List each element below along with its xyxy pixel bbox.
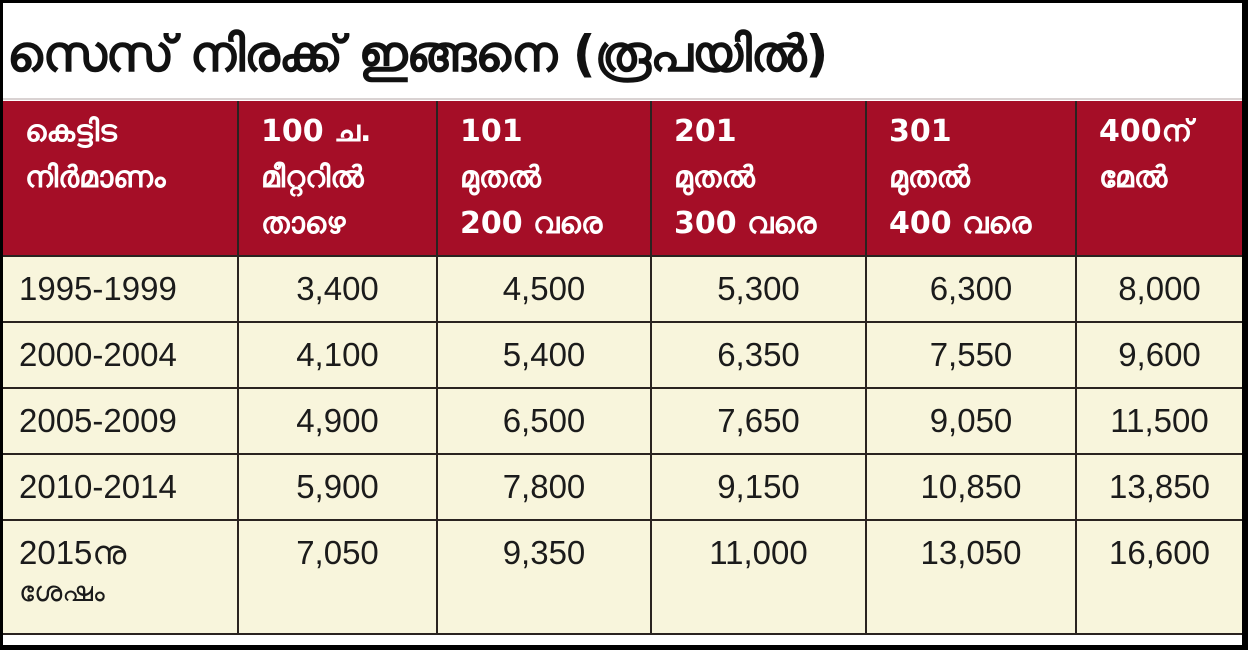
value-cell: 3,400: [237, 255, 438, 323]
table-row: 2005-2009 4,900 6,500 7,650 9,050 11,500: [3, 387, 1242, 455]
header-201-300: 201 മുതൽ 300 വരെ: [650, 101, 867, 257]
value-cell: 11,000: [650, 519, 867, 635]
value-cell: 8,000: [1075, 255, 1242, 323]
value-cell: 9,600: [1075, 321, 1242, 389]
value-cell: 6,300: [865, 255, 1077, 323]
value-cell: 4,500: [436, 255, 652, 323]
period-cell: 2005-2009: [3, 387, 239, 455]
value-cell: 9,050: [865, 387, 1077, 455]
value-cell: 7,800: [436, 453, 652, 521]
header-building-construction: കെട്ടിട നിർമാണം: [3, 101, 239, 257]
page-title: സെസ് നിരക്ക് ഇങ്ങനെ (രൂപയിൽ): [7, 25, 828, 83]
value-cell: 7,050: [237, 519, 438, 635]
value-cell: 9,150: [650, 453, 867, 521]
value-cell: 7,550: [865, 321, 1077, 389]
value-cell: 5,900: [237, 453, 438, 521]
value-cell: 7,650: [650, 387, 867, 455]
period-cell: 2000-2004: [3, 321, 239, 389]
value-cell: 4,900: [237, 387, 438, 455]
value-cell: 5,400: [436, 321, 652, 389]
value-cell: 9,350: [436, 519, 652, 635]
period-cell: 2010-2014: [3, 453, 239, 521]
header-301-400: 301 മുതൽ 400 വരെ: [865, 101, 1077, 257]
value-cell: 11,500: [1075, 387, 1242, 455]
table-row: 2015നു ശേഷം 7,050 9,350 11,000 13,050 16…: [3, 519, 1242, 635]
header-above-400: 400ന് മേൽ: [1075, 101, 1242, 257]
infographic-frame: സെസ് നിരക്ക് ഇങ്ങനെ (രൂപയിൽ) കെട്ടിട നിർ…: [3, 3, 1242, 645]
period-cell: 2015നു ശേഷം: [3, 519, 239, 635]
cess-rate-table: കെട്ടിട നിർമാണം 100 ച. മീറ്ററിൽ താഴെ 101…: [3, 101, 1242, 635]
value-cell: 6,500: [436, 387, 652, 455]
table-row: 2000-2004 4,100 5,400 6,350 7,550 9,600: [3, 321, 1242, 389]
value-cell: 16,600: [1075, 519, 1242, 635]
header-101-200: 101 മുതൽ 200 വരെ: [436, 101, 652, 257]
title-divider: [3, 98, 1242, 100]
table-header-row: കെട്ടിട നിർമാണം 100 ച. മീറ്ററിൽ താഴെ 101…: [3, 101, 1242, 257]
value-cell: 13,850: [1075, 453, 1242, 521]
value-cell: 4,100: [237, 321, 438, 389]
value-cell: 6,350: [650, 321, 867, 389]
value-cell: 5,300: [650, 255, 867, 323]
period-cell: 1995-1999: [3, 255, 239, 323]
value-cell: 13,050: [865, 519, 1077, 635]
header-below-100: 100 ച. മീറ്ററിൽ താഴെ: [237, 101, 438, 257]
table-row: 2010-2014 5,900 7,800 9,150 10,850 13,85…: [3, 453, 1242, 521]
value-cell: 10,850: [865, 453, 1077, 521]
table-row: 1995-1999 3,400 4,500 5,300 6,300 8,000: [3, 255, 1242, 323]
